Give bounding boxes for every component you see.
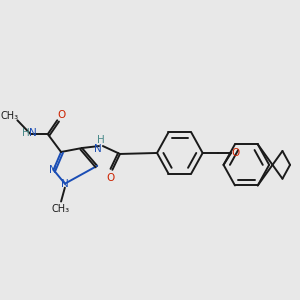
Text: O: O (57, 110, 65, 120)
Text: N: N (61, 179, 69, 189)
Text: O: O (232, 148, 240, 158)
Text: H: H (22, 128, 30, 138)
Text: O: O (106, 173, 115, 183)
Text: CH₃: CH₃ (1, 111, 19, 121)
Text: N: N (94, 144, 102, 154)
Text: N: N (29, 128, 36, 138)
Text: H: H (97, 135, 105, 145)
Text: CH₃: CH₃ (52, 204, 70, 214)
Text: N: N (49, 165, 56, 175)
